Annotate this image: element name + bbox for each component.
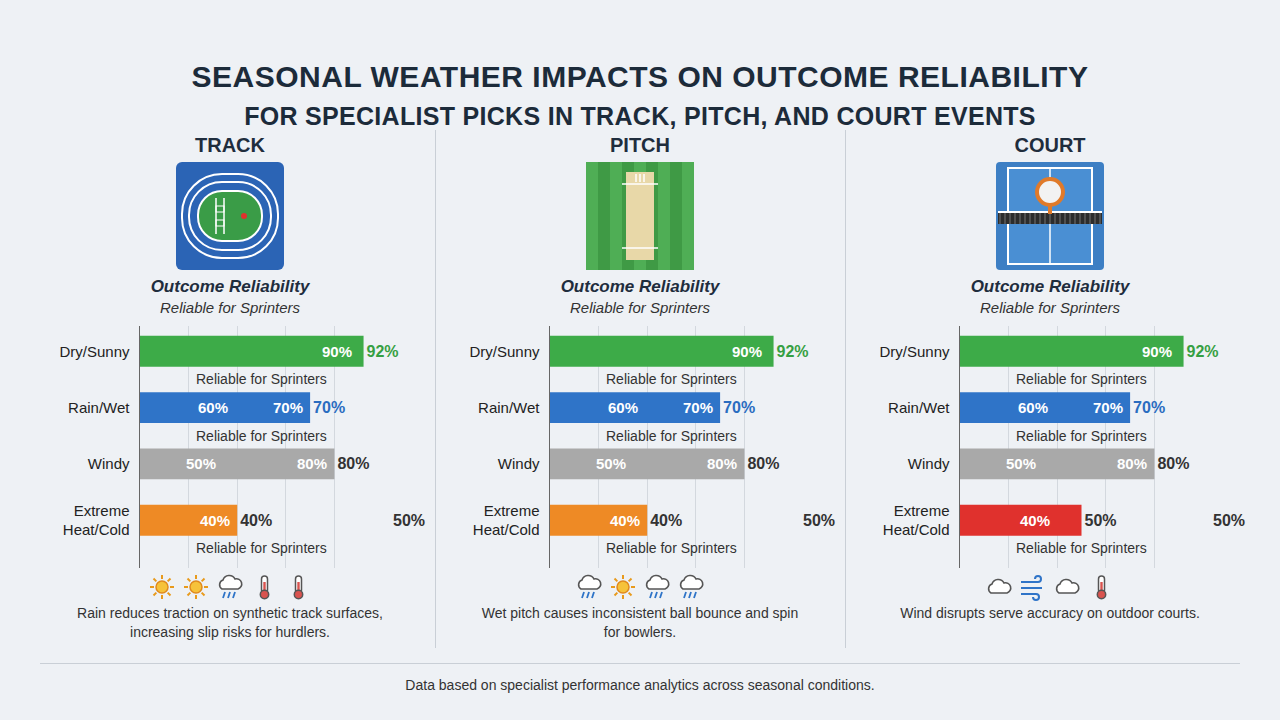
svg-text:70%: 70% [1133, 399, 1165, 416]
svg-text:Reliable for Sprinters: Reliable for Sprinters [1016, 540, 1147, 556]
svg-text:40%: 40% [240, 512, 272, 529]
svg-text:Reliable for Sprinters: Reliable for Sprinters [196, 371, 327, 387]
html-text:Wet pitch causes inconsistent: Wet pitch causes inconsistent ball bounc… [481, 605, 799, 640]
svg-text:80%: 80% [707, 455, 737, 472]
svg-text:92%: 92% [777, 343, 809, 360]
svg-text:80%: 80% [297, 455, 327, 472]
svg-text:70%: 70% [273, 399, 303, 416]
svg-text:80%: 80% [1157, 455, 1189, 472]
svg-text:Reliable for Sprinters: Reliable for Sprinters [606, 371, 737, 387]
svg-text:80%: 80% [337, 455, 369, 472]
svg-text:90%: 90% [732, 343, 762, 360]
svg-text:Dry/Sunny: Dry/Sunny [879, 343, 950, 360]
svg-text:50%: 50% [803, 512, 835, 529]
svg-text:50%: 50% [393, 512, 425, 529]
svg-text:ExtremeHeat/Cold: ExtremeHeat/Cold [473, 502, 540, 539]
svg-text:70%: 70% [683, 399, 713, 416]
html-text:Outcome Reliability: Outcome Reliability [560, 277, 720, 296]
svg-text:70%: 70% [313, 399, 345, 416]
svg-text:Reliable for Sprinters: Reliable for Sprinters [196, 540, 327, 556]
svg-text:50%: 50% [1006, 455, 1036, 472]
svg-text:Rain/Wet: Rain/Wet [68, 399, 130, 416]
html-text:Reliable for Sprinters: Reliable for Sprinters [980, 299, 1120, 316]
html-text:Rain reduces traction on synth: Rain reduces traction on synthetic track… [77, 605, 383, 640]
svg-text:50%: 50% [596, 455, 626, 472]
html-text:Outcome Reliability: Outcome Reliability [970, 277, 1130, 296]
svg-text:70%: 70% [1093, 399, 1123, 416]
svg-text:60%: 60% [608, 399, 638, 416]
svg-text:Dry/Sunny: Dry/Sunny [59, 343, 130, 360]
svg-text:Windy: Windy [88, 455, 130, 472]
html-text:PITCH: PITCH [610, 134, 670, 156]
html-text:TRACK: TRACK [195, 134, 265, 156]
svg-text:Reliable for Sprinters: Reliable for Sprinters [196, 428, 327, 444]
svg-text:Dry/Sunny: Dry/Sunny [469, 343, 540, 360]
html-text:Outcome Reliability: Outcome Reliability [150, 277, 310, 296]
html-text:Reliable for Sprinters: Reliable for Sprinters [160, 299, 300, 316]
svg-text:50%: 50% [1085, 512, 1117, 529]
svg-text:40%: 40% [1020, 512, 1050, 529]
svg-text:70%: 70% [723, 399, 755, 416]
svg-text:92%: 92% [1187, 343, 1219, 360]
svg-text:60%: 60% [1018, 399, 1048, 416]
svg-text:Reliable for Sprinters: Reliable for Sprinters [606, 540, 737, 556]
html-text:SEASONAL WEATHER IMPACTS ON OU: SEASONAL WEATHER IMPACTS ON OUTCOME RELI… [191, 60, 1089, 93]
svg-text:Windy: Windy [498, 455, 540, 472]
svg-text:ExtremeHeat/Cold: ExtremeHeat/Cold [63, 502, 130, 539]
svg-text:92%: 92% [367, 343, 399, 360]
svg-text:80%: 80% [1117, 455, 1147, 472]
svg-text:Reliable for Sprinters: Reliable for Sprinters [1016, 371, 1147, 387]
svg-text:50%: 50% [186, 455, 216, 472]
svg-text:90%: 90% [1142, 343, 1172, 360]
html-text:Reliable for Sprinters: Reliable for Sprinters [570, 299, 710, 316]
svg-text:60%: 60% [198, 399, 228, 416]
html-text:Wind disrupts serve accuracy o: Wind disrupts serve accuracy on outdoor … [900, 605, 1200, 621]
svg-text:Reliable for Sprinters: Reliable for Sprinters [606, 428, 737, 444]
html-text:COURT: COURT [1014, 134, 1086, 156]
svg-text:Reliable for Sprinters: Reliable for Sprinters [1016, 428, 1147, 444]
svg-text:ExtremeHeat/Cold: ExtremeHeat/Cold [883, 502, 950, 539]
svg-text:40%: 40% [610, 512, 640, 529]
svg-text:40%: 40% [650, 512, 682, 529]
svg-text:Windy: Windy [908, 455, 950, 472]
svg-text:50%: 50% [1213, 512, 1245, 529]
html-text:FOR SPECIALIST PICKS IN TRACK,: FOR SPECIALIST PICKS IN TRACK, PITCH, AN… [244, 102, 1036, 130]
svg-text:40%: 40% [200, 512, 230, 529]
svg-text:Rain/Wet: Rain/Wet [888, 399, 950, 416]
svg-text:80%: 80% [747, 455, 779, 472]
svg-text:Rain/Wet: Rain/Wet [478, 399, 540, 416]
svg-text:90%: 90% [322, 343, 352, 360]
html-text:Data based on specialist perfo: Data based on specialist performance ana… [405, 677, 875, 693]
